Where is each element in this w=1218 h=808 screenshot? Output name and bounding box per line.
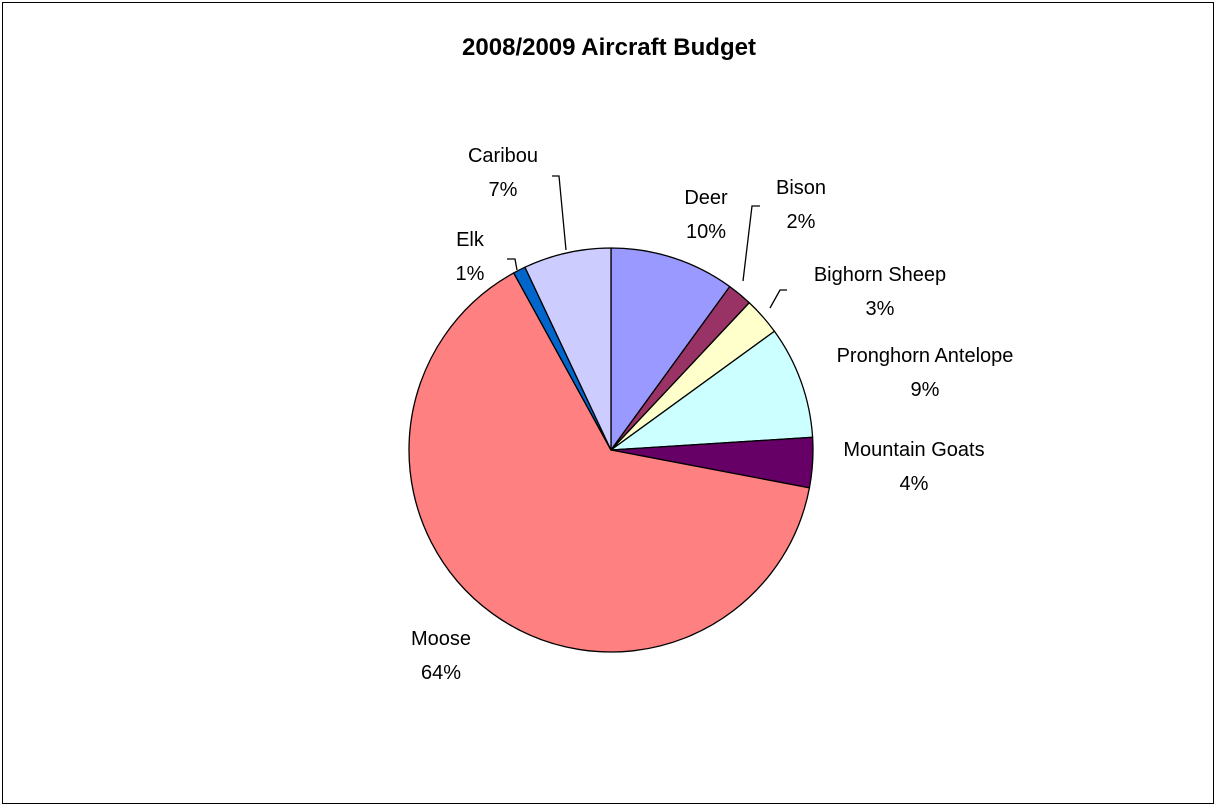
chart-title: 2008/2009 Aircraft Budget xyxy=(462,34,756,61)
slice-label-name: Bison xyxy=(776,177,826,199)
pie-slice-deer xyxy=(610,247,731,451)
slice-label-name: Pronghorn Antelope xyxy=(837,345,1014,367)
slice-label-name: Elk xyxy=(456,229,485,251)
pie-slice-pronghorn-antelope xyxy=(610,330,814,451)
pie-slice-caribou xyxy=(524,247,612,451)
slice-label-name: Bighorn Sheep xyxy=(814,264,946,286)
leader-line-elk xyxy=(507,258,518,271)
slice-label-percent: 2% xyxy=(787,211,816,233)
slice-label-percent: 4% xyxy=(900,473,929,495)
leader-line-bison xyxy=(742,205,760,282)
slice-label-percent: 10% xyxy=(686,221,726,243)
slice-label-percent: 7% xyxy=(489,179,518,201)
slice-label-percent: 3% xyxy=(866,298,895,320)
slice-label-percent: 64% xyxy=(421,662,461,684)
slice-label-name: Caribou xyxy=(468,145,538,167)
pie-slice-moose xyxy=(408,272,811,653)
leader-line-caribou xyxy=(552,175,567,251)
slice-label-percent: 1% xyxy=(456,263,485,285)
leader-line-bighorn-sheep xyxy=(769,289,787,309)
slice-label-name: Mountain Goats xyxy=(843,439,984,461)
slice-label-percent: 9% xyxy=(911,379,940,401)
slice-label-name: Moose xyxy=(411,628,471,650)
slice-label-name: Deer xyxy=(684,187,728,209)
